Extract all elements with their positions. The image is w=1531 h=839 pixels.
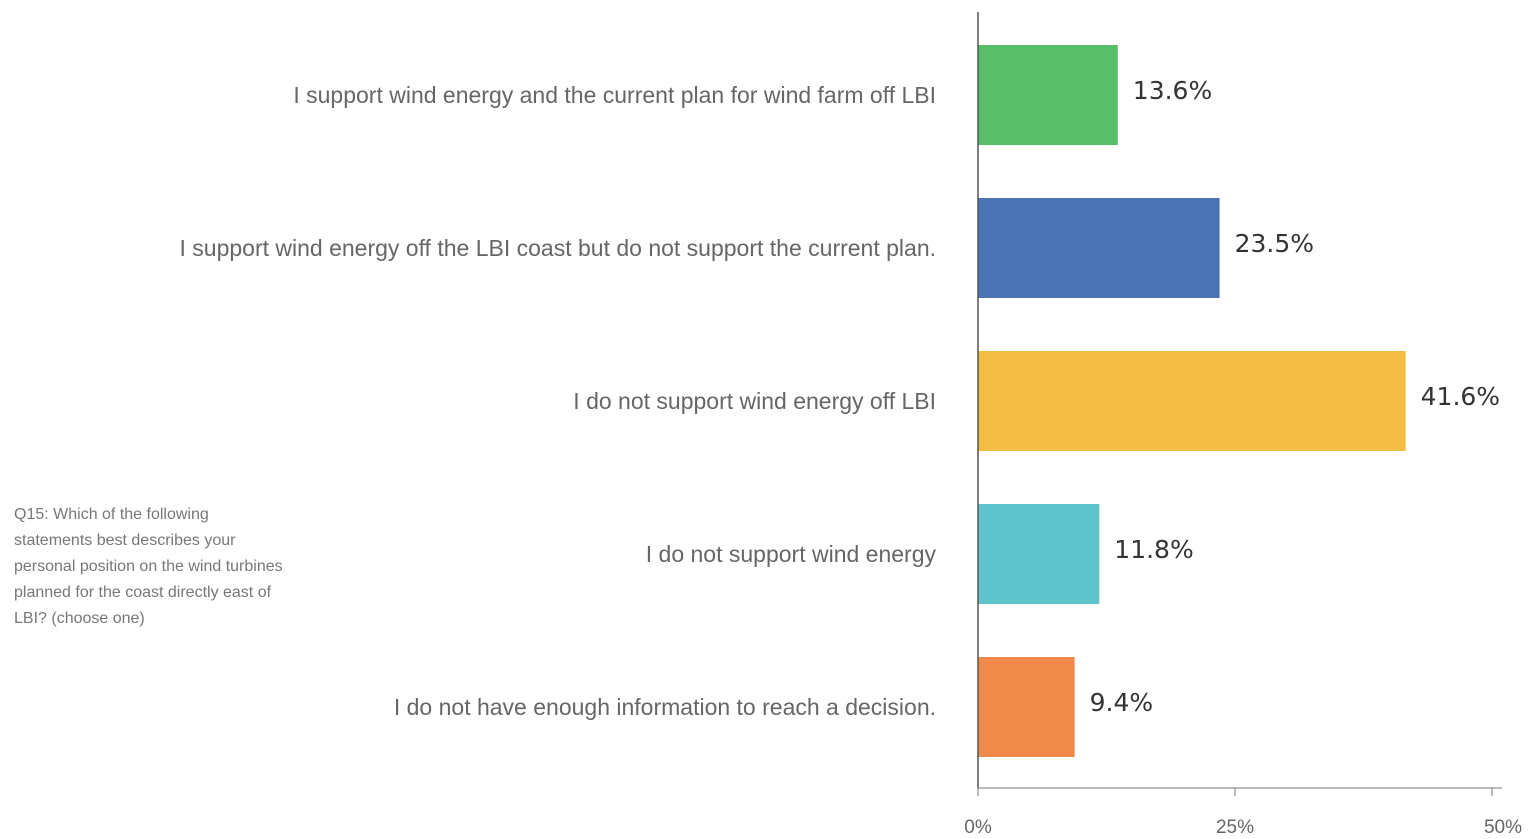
bar-5 [978,657,1075,757]
category-label-1: I support wind energy and the current pl… [293,82,936,108]
bar-2 [978,198,1220,298]
value-label-5: 9.4% [1090,688,1154,717]
category-label-5: I do not have enough information to reac… [394,694,936,720]
question-text: Q15: Which of the following statements b… [14,506,283,627]
value-label-2: 23.5% [1235,229,1314,258]
x-tick-label-1: 0% [964,817,992,838]
value-label-1: 13.6% [1133,76,1212,105]
bar-1 [978,45,1118,145]
value-label-4: 11.8% [1114,535,1193,564]
x-tick-label-3: 50% [1484,817,1522,838]
value-label-3: 41.6% [1421,382,1500,411]
x-tick-label-2: 25% [1216,817,1254,838]
category-label-2: I support wind energy off the LBI coast … [180,235,937,261]
bar-3 [978,351,1406,451]
category-label-4: I do not support wind energy [646,541,937,567]
bar-4 [978,504,1100,604]
category-label-3: I do not support wind energy off LBI [573,388,936,414]
